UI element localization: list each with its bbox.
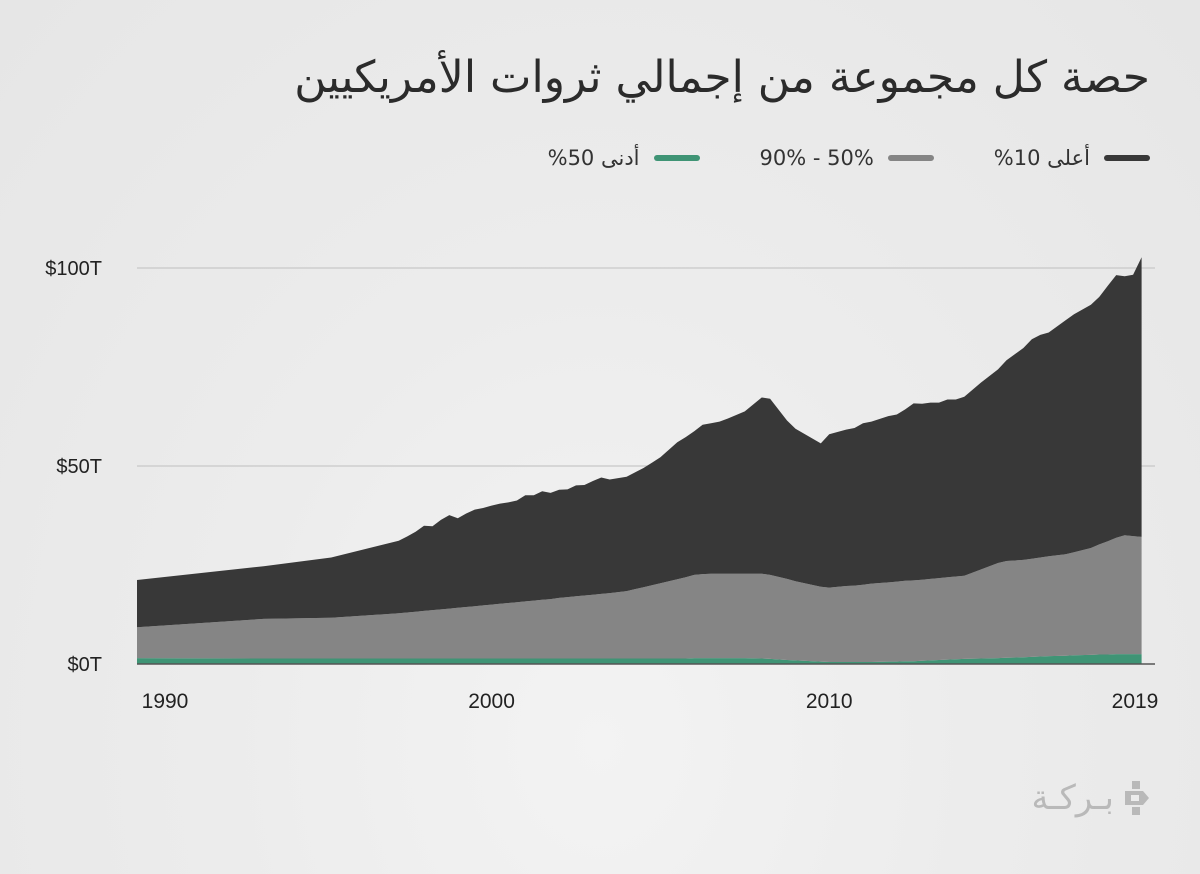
legend-label-mid: 90% - 50% bbox=[759, 146, 874, 170]
area-series-0 bbox=[137, 654, 1142, 664]
area-layer bbox=[137, 257, 1142, 664]
axis-layer: $0T $50T $100T 1990 2000 2010 2019 bbox=[45, 258, 1158, 713]
legend-swatch-bottom50 bbox=[653, 155, 700, 161]
y-tick-label: $0T bbox=[68, 654, 102, 676]
barakah-logo-icon bbox=[1125, 781, 1149, 815]
legend-item-mid: 90% - 50% bbox=[760, 146, 934, 170]
chart-legend: أعلى 10% 90% - 50% أدنى 50% bbox=[548, 146, 1150, 170]
brand-logo: بـركـة bbox=[1031, 778, 1150, 818]
x-tick-label: 1990 bbox=[142, 690, 189, 713]
legend-label-bottom50: أدنى 50% bbox=[547, 146, 640, 170]
legend-swatch-mid bbox=[887, 155, 934, 161]
legend-item-bottom50: أدنى 50% bbox=[548, 146, 700, 170]
brand-name: بـركـة bbox=[1031, 778, 1114, 818]
y-tick-label: $50T bbox=[56, 456, 102, 478]
x-tick-label: 2000 bbox=[468, 690, 515, 713]
area-series-2 bbox=[137, 257, 1142, 628]
legend-swatch-top10 bbox=[1104, 155, 1150, 161]
x-tick-label: 2010 bbox=[806, 690, 853, 713]
y-tick-label: $100T bbox=[45, 258, 102, 280]
legend-label-top10: أعلى 10% bbox=[993, 146, 1090, 170]
area-series-1 bbox=[137, 535, 1142, 662]
x-tick-label: 2019 bbox=[1112, 690, 1159, 713]
page-title: حصة كل مجموعة من إجمالي ثروات الأمريكيين bbox=[294, 52, 1150, 103]
legend-item-top10: أعلى 10% bbox=[994, 146, 1150, 170]
